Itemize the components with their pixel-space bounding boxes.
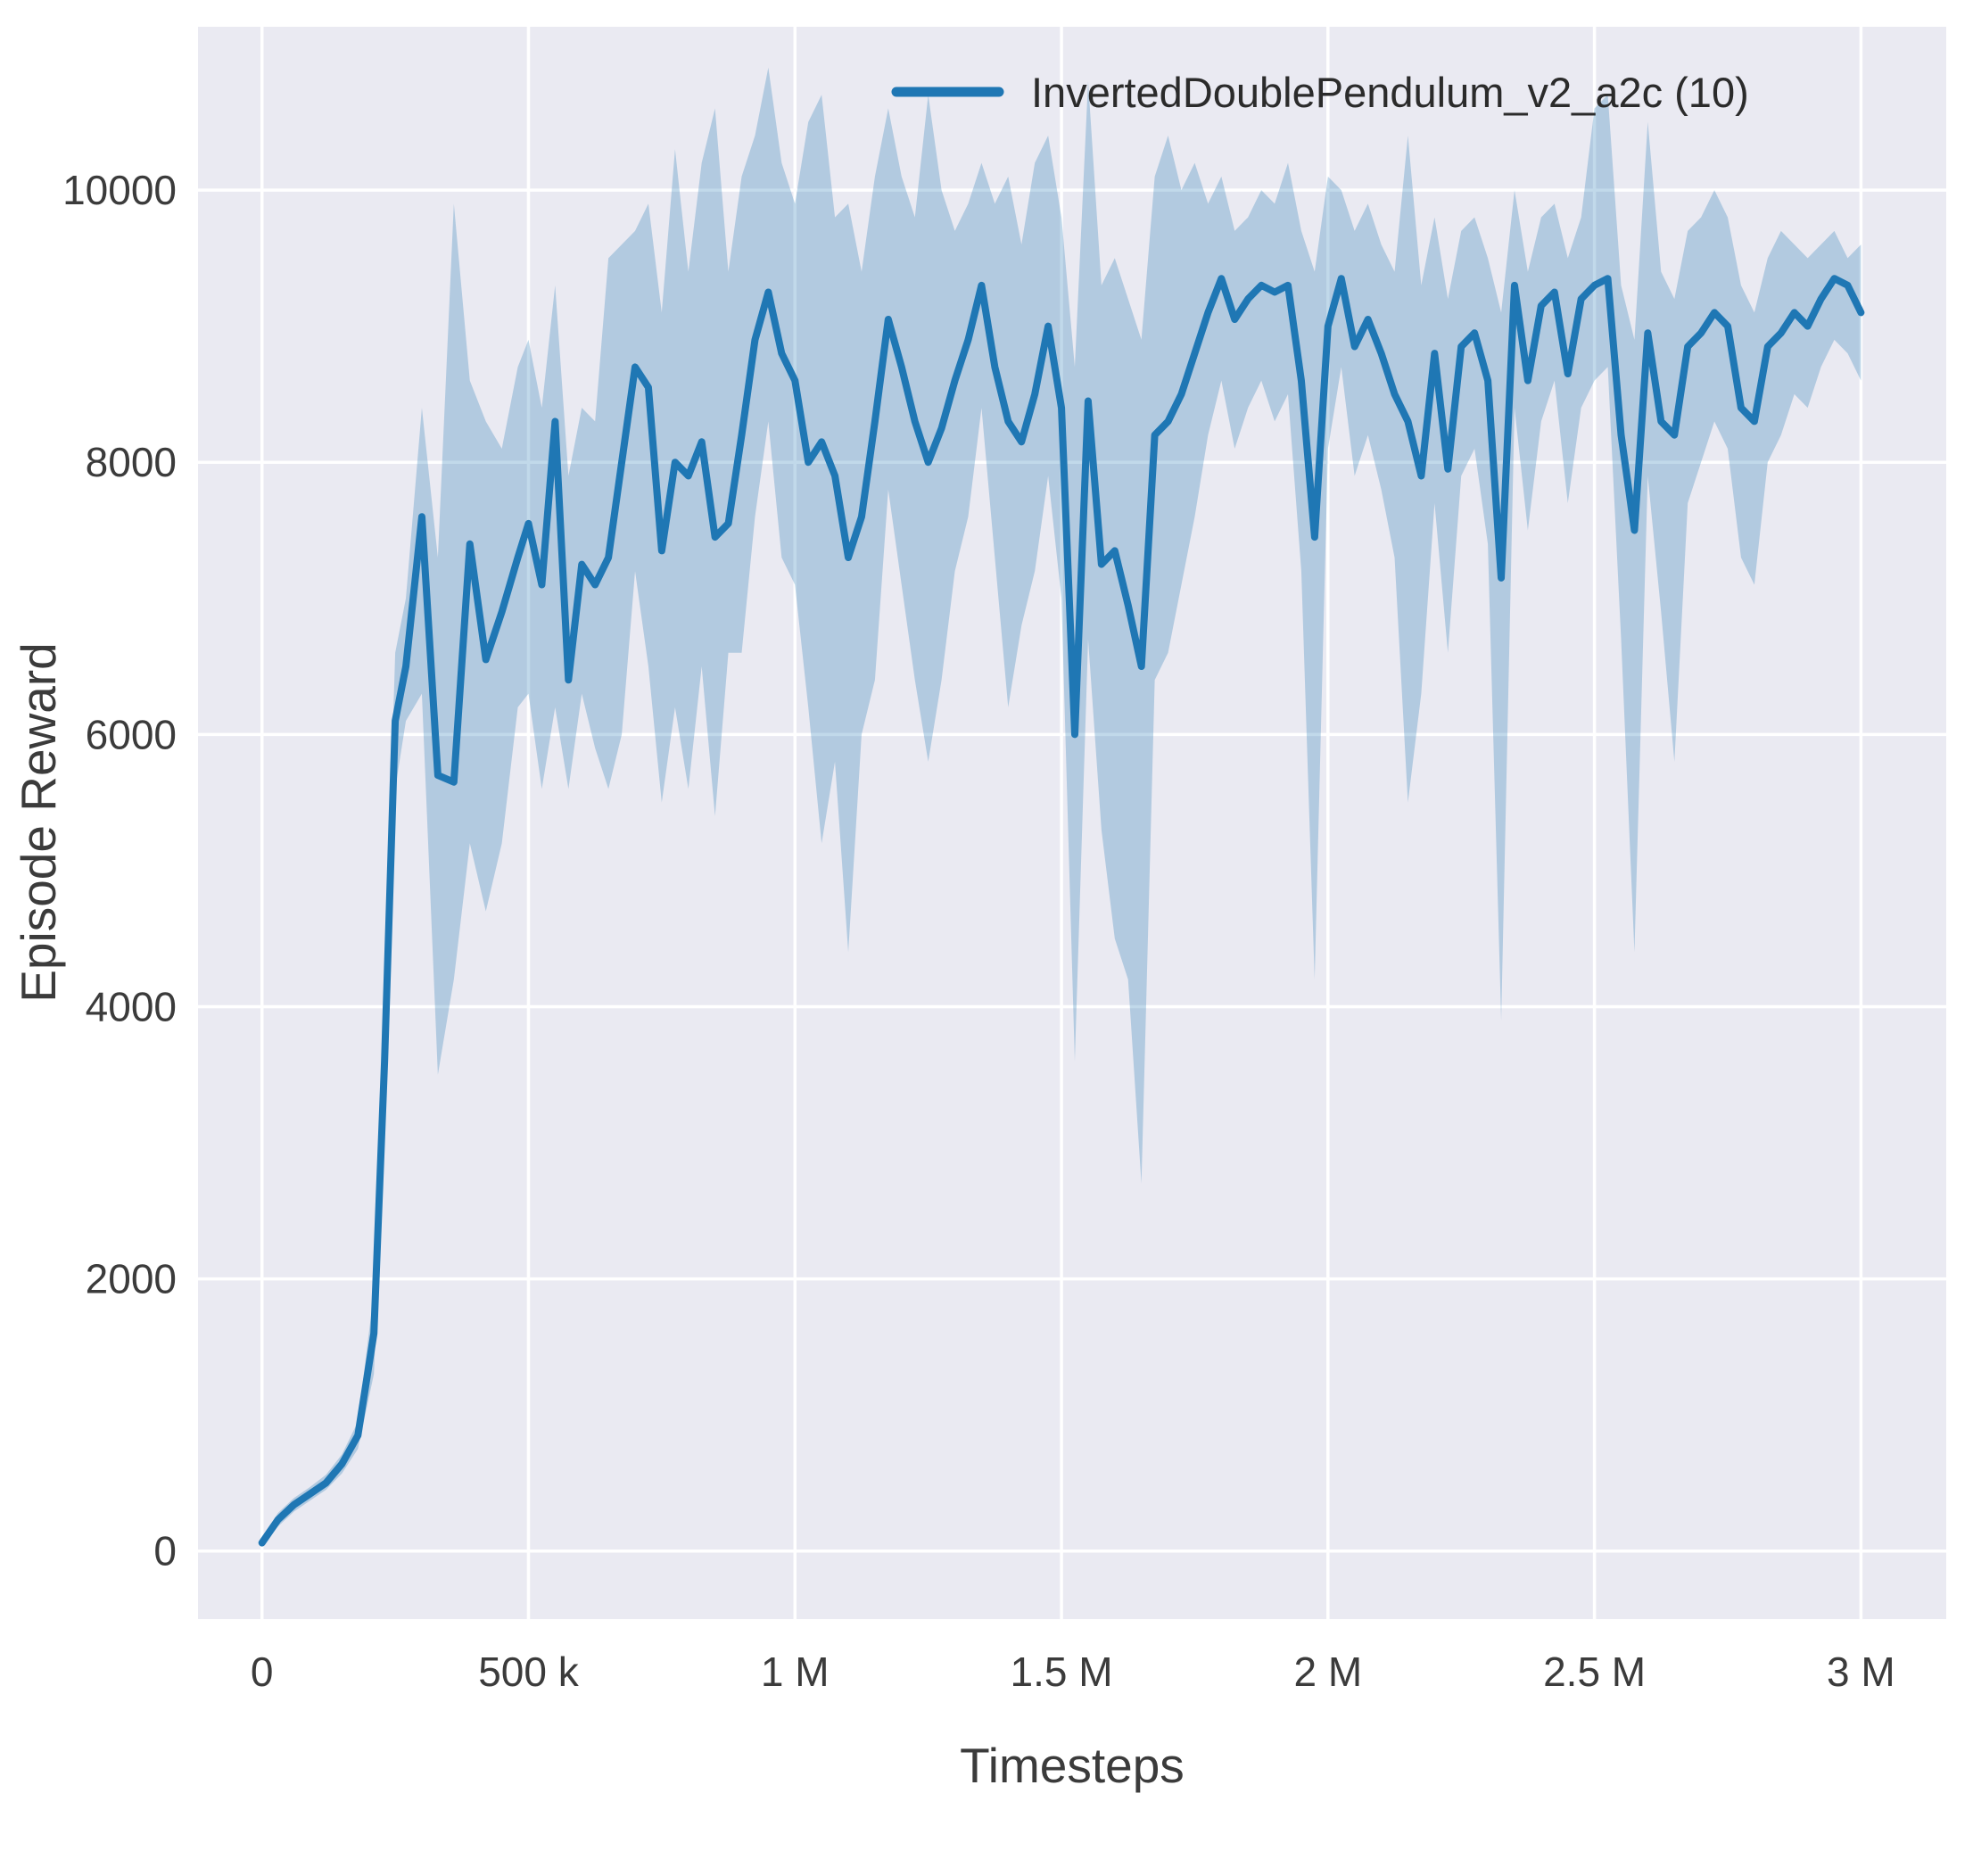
band-layer [261,67,1862,1548]
x-tick-labels: 0 500 k 1 M 1.5 M 2 M 2.5 M 3 M [251,1649,1895,1695]
y-tick-label: 8000 [86,439,177,485]
x-tick-label: 1 M [761,1649,830,1695]
x-tick-label: 2.5 M [1543,1649,1646,1695]
y-tick-label: 10000 [62,167,177,213]
y-tick-label: 2000 [86,1256,177,1302]
y-tick-label: 0 [153,1528,177,1574]
y-tick-label: 4000 [86,983,177,1029]
confidence-band [261,67,1862,1548]
y-tick-label: 6000 [86,711,177,757]
x-tick-label: 3 M [1827,1649,1895,1695]
line-layer [258,275,1865,1547]
y-axis-label: Episode Reward [11,642,66,1003]
plot-background [198,27,1946,1619]
x-tick-label: 2 M [1293,1649,1362,1695]
legend: InvertedDoublePendulum_v2_a2c (10) [891,69,1749,116]
legend-label: InvertedDoublePendulum_v2_a2c (10) [1031,69,1749,116]
y-tick-labels: 0 2000 4000 6000 8000 10000 [62,167,177,1574]
mean-line [258,275,1865,1547]
x-tick-label: 500 k [478,1649,580,1695]
x-tick-label: 0 [251,1649,274,1695]
x-tick-label: 1.5 M [1011,1649,1113,1695]
x-axis-label: Timesteps [960,1738,1185,1793]
